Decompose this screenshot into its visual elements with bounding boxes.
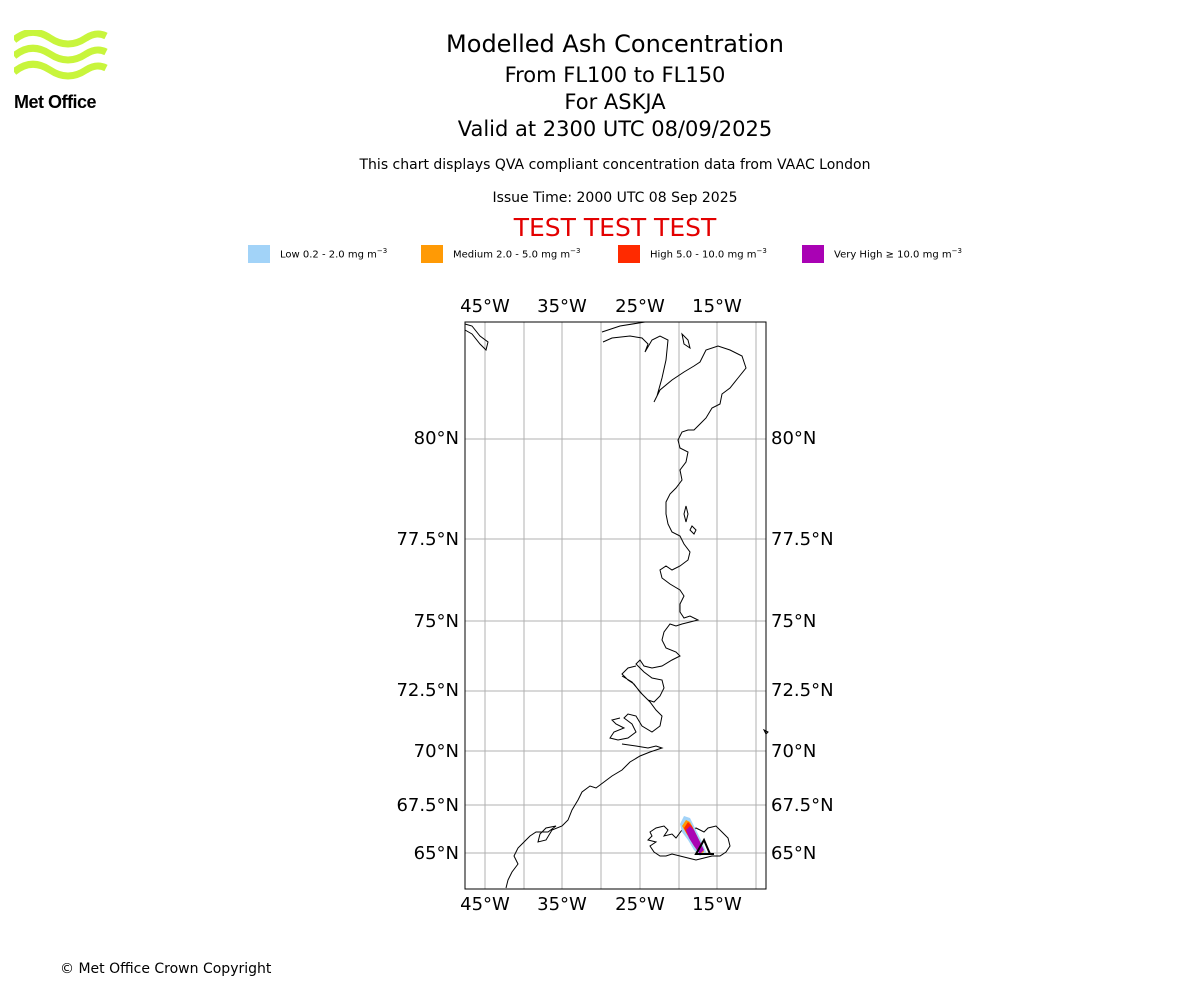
valid-time: Valid at 2300 UTC 08/09/2025 [457,117,773,141]
test-banner: TEST TEST TEST [513,213,717,242]
lat-label-80n-left: 80°N [414,428,459,449]
flight-levels: From FL100 to FL150 [504,63,726,87]
lon-label-45w-top: 45°W [460,296,510,317]
legend-item-low: Low 0.2 - 2.0 mg m−3 [248,244,387,264]
volcano-marker [694,837,714,855]
lat-label-70n-right: 70°N [771,741,816,762]
logo-text: Met Office [14,92,97,112]
met-office-logo: Met Office [11,28,108,112]
legend-swatch-very-high [802,245,824,263]
coastline-greenland-east [464,321,747,889]
compliance-note: This chart displays QVA compliant concen… [359,157,871,173]
legend-swatch-medium [421,245,443,263]
map-gridlines [465,322,766,889]
lat-label-65n-left: 65°N [414,843,459,864]
lat-label-67-5n-right: 67.5°N [771,795,834,816]
ash-plume [680,816,706,856]
lat-label-75n-left: 75°N [414,611,459,632]
map-frame [464,321,767,890]
legend-swatch-high [618,245,640,263]
lon-labels-bottom: 45°W 35°W 25°W 15°W [460,894,742,915]
lat-label-77-5n-right: 77.5°N [771,529,834,550]
lon-label-35w-bottom: 35°W [537,894,587,915]
legend-item-high: High 5.0 - 10.0 mg m−3 [618,244,767,264]
lat-labels-left: 80°N 77.5°N 75°N 72.5°N 70°N 67.5°N 65°N [396,428,459,864]
lon-label-25w-bottom: 25°W [615,894,665,915]
coastlines [464,321,769,889]
coastline-islands [681,332,697,535]
legend-label-low: Low 0.2 - 2.0 mg m−3 [280,247,388,261]
lat-label-77-5n-left: 77.5°N [396,529,459,550]
lon-label-45w-bottom: 45°W [460,894,510,915]
lat-label-80n-right: 80°N [771,428,816,449]
legend-swatch-low [248,245,270,263]
issue-time: Issue Time: 2000 UTC 08 Sep 2025 [492,190,738,206]
legend-label-very-high: Very High ≥ 10.0 mg m−3 [834,247,962,261]
lat-label-72-5n-left: 72.5°N [396,680,459,701]
chart-title: Modelled Ash Concentration [446,30,784,58]
met-office-waves-icon [11,28,108,80]
volcano-name: For ASKJA [564,90,666,114]
lon-label-15w-bottom: 15°W [692,894,742,915]
copyright: © Met Office Crown Copyright [60,961,272,977]
legend-label-medium: Medium 2.0 - 5.0 mg m−3 [453,247,581,261]
lon-label-35w-top: 35°W [537,296,587,317]
coastline-iceland [647,825,731,861]
lat-labels-right: 80°N 77.5°N 75°N 72.5°N 70°N 67.5°N 65°N [771,428,834,864]
lat-label-67-5n-left: 67.5°N [396,795,459,816]
legend-item-medium: Medium 2.0 - 5.0 mg m−3 [421,244,580,264]
lat-label-65n-right: 65°N [771,843,816,864]
lat-label-75n-right: 75°N [771,611,816,632]
lon-labels-top: 45°W 35°W 25°W 15°W [460,296,742,317]
lat-label-70n-left: 70°N [414,741,459,762]
lon-label-25w-top: 25°W [615,296,665,317]
lat-label-72-5n-right: 72.5°N [771,680,834,701]
legend-item-very-high: Very High ≥ 10.0 mg m−3 [802,244,962,264]
lon-label-15w-top: 15°W [692,296,742,317]
legend-label-high: High 5.0 - 10.0 mg m−3 [650,247,767,261]
